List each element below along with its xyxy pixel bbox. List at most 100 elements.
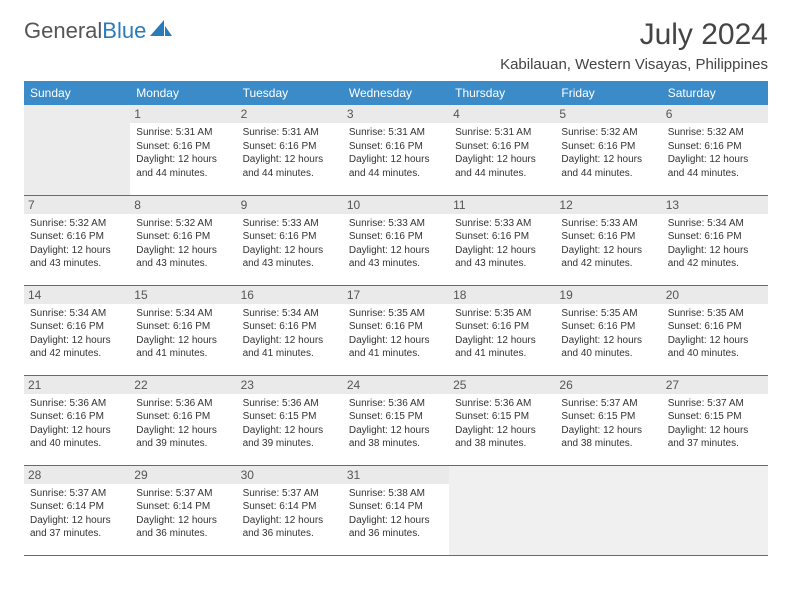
day-detail: Sunrise: 5:34 AMSunset: 6:16 PMDaylight:… [136, 307, 230, 361]
page-header: GeneralBlue July 2024 Kabilauan, Western… [24, 18, 768, 73]
day-detail: Sunrise: 5:31 AMSunset: 6:16 PMDaylight:… [136, 126, 230, 180]
day-detail: Sunrise: 5:31 AMSunset: 6:16 PMDaylight:… [243, 126, 337, 180]
calendar-day-cell: 17 Sunrise: 5:35 AMSunset: 6:16 PMDayligh… [343, 285, 449, 375]
day-detail: Sunrise: 5:35 AMSunset: 6:16 PMDaylight:… [668, 307, 762, 361]
day-number: 8 [130, 196, 236, 214]
calendar-week-row: 1Sunrise: 5:31 AMSunset: 6:16 PMDaylight… [24, 105, 768, 195]
calendar-day-cell: 26 Sunrise: 5:37 AMSunset: 6:15 PMDayligh… [555, 375, 661, 465]
day-number: 14 [24, 286, 130, 304]
title-block: July 2024 Kabilauan, Western Visayas, Ph… [500, 18, 768, 73]
day-number: 29 [130, 466, 236, 484]
calendar-table: Sunday Monday Tuesday Wednesday Thursday… [24, 81, 768, 556]
weekday-header: Monday [130, 81, 236, 105]
calendar-day-cell: 20 Sunrise: 5:35 AMSunset: 6:16 PMDayligh… [662, 285, 768, 375]
day-number: 2 [237, 105, 343, 123]
day-detail: Sunrise: 5:37 AMSunset: 6:14 PMDaylight:… [243, 487, 337, 541]
day-detail: Sunrise: 5:33 AMSunset: 6:16 PMDaylight:… [561, 217, 655, 271]
day-number: 16 [237, 286, 343, 304]
day-detail: Sunrise: 5:36 AMSunset: 6:15 PMDaylight:… [243, 397, 337, 451]
day-detail: Sunrise: 5:36 AMSunset: 6:15 PMDaylight:… [455, 397, 549, 451]
calendar-day-cell: 2 Sunrise: 5:31 AMSunset: 6:16 PMDaylight… [237, 105, 343, 195]
day-detail: Sunrise: 5:32 AMSunset: 6:16 PMDaylight:… [30, 217, 124, 271]
weekday-header: Friday [555, 81, 661, 105]
day-detail: Sunrise: 5:38 AMSunset: 6:14 PMDaylight:… [349, 487, 443, 541]
day-detail: Sunrise: 5:37 AMSunset: 6:15 PMDaylight:… [668, 397, 762, 451]
weekday-header-row: Sunday Monday Tuesday Wednesday Thursday… [24, 81, 768, 105]
day-detail: Sunrise: 5:36 AMSunset: 6:16 PMDaylight:… [136, 397, 230, 451]
day-detail: Sunrise: 5:31 AMSunset: 6:16 PMDaylight:… [455, 126, 549, 180]
calendar-body: 1Sunrise: 5:31 AMSunset: 6:16 PMDaylight… [24, 105, 768, 555]
brand-sail-icon [150, 20, 172, 43]
calendar-day-cell: 24Sunrise: 5:36 AMSunset: 6:15 PMDayligh… [343, 375, 449, 465]
brand-name: GeneralBlue [24, 18, 146, 44]
day-number: 13 [662, 196, 768, 214]
day-number: 6 [662, 105, 768, 123]
day-detail: Sunrise: 5:37 AMSunset: 6:15 PMDaylight:… [561, 397, 655, 451]
day-detail: Sunrise: 5:32 AMSunset: 6:16 PMDaylight:… [136, 217, 230, 271]
day-number: 25 [449, 376, 555, 394]
day-detail: Sunrise: 5:31 AMSunset: 6:16 PMDaylight:… [349, 126, 443, 180]
calendar-day-cell: 25 Sunrise: 5:36 AMSunset: 6:15 PMDayligh… [449, 375, 555, 465]
day-detail: Sunrise: 5:33 AMSunset: 6:16 PMDaylight:… [243, 217, 337, 271]
calendar-day-cell: 13 Sunrise: 5:34 AMSunset: 6:16 PMDayligh… [662, 195, 768, 285]
calendar-day-cell: 6Sunrise: 5:32 AMSunset: 6:16 PMDaylight… [662, 105, 768, 195]
calendar-day-cell: 4 Sunrise: 5:31 AMSunset: 6:16 PMDaylight… [449, 105, 555, 195]
day-detail: Sunrise: 5:34 AMSunset: 6:16 PMDaylight:… [243, 307, 337, 361]
calendar-day-cell: 29 Sunrise: 5:37 AMSunset: 6:14 PMDayligh… [130, 465, 236, 555]
weekday-header: Wednesday [343, 81, 449, 105]
day-number: 21 [24, 376, 130, 394]
day-number: 22 [130, 376, 236, 394]
calendar-day-cell: 3Sunrise: 5:31 AMSunset: 6:16 PMDaylight… [343, 105, 449, 195]
day-detail: Sunrise: 5:36 AMSunset: 6:16 PMDaylight:… [30, 397, 124, 451]
calendar-day-cell: 10 Sunrise: 5:33 AMSunset: 6:16 PMDayligh… [343, 195, 449, 285]
day-number: 17 [343, 286, 449, 304]
location-subtitle: Kabilauan, Western Visayas, Philippines [500, 56, 768, 73]
calendar-week-row: 7 Sunrise: 5:32 AMSunset: 6:16 PMDaylight… [24, 195, 768, 285]
day-detail: Sunrise: 5:35 AMSunset: 6:16 PMDaylight:… [455, 307, 549, 361]
day-number: 12 [555, 196, 661, 214]
calendar-day-cell [449, 465, 555, 555]
month-title: July 2024 [500, 18, 768, 52]
day-number: 9 [237, 196, 343, 214]
day-number: 7 [24, 196, 130, 214]
day-detail: Sunrise: 5:36 AMSunset: 6:15 PMDaylight:… [349, 397, 443, 451]
calendar-day-cell: 16 Sunrise: 5:34 AMSunset: 6:16 PMDayligh… [237, 285, 343, 375]
day-detail: Sunrise: 5:32 AMSunset: 6:16 PMDaylight:… [561, 126, 655, 180]
day-detail: Sunrise: 5:34 AMSunset: 6:16 PMDaylight:… [668, 217, 762, 271]
day-number: 28 [24, 466, 130, 484]
day-number: 4 [449, 105, 555, 123]
calendar-day-cell: 1Sunrise: 5:31 AMSunset: 6:16 PMDaylight… [130, 105, 236, 195]
day-number: 10 [343, 196, 449, 214]
day-detail: Sunrise: 5:37 AMSunset: 6:14 PMDaylight:… [136, 487, 230, 541]
calendar-day-cell: 27Sunrise: 5:37 AMSunset: 6:15 PMDayligh… [662, 375, 768, 465]
calendar-day-cell: 28 Sunrise: 5:37 AMSunset: 6:14 PMDayligh… [24, 465, 130, 555]
day-detail: Sunrise: 5:37 AMSunset: 6:14 PMDaylight:… [30, 487, 124, 541]
day-number: 20 [662, 286, 768, 304]
day-number: 30 [237, 466, 343, 484]
calendar-day-cell: 21 Sunrise: 5:36 AMSunset: 6:16 PMDayligh… [24, 375, 130, 465]
day-detail: Sunrise: 5:33 AMSunset: 6:16 PMDaylight:… [349, 217, 443, 271]
calendar-day-cell: 31 Sunrise: 5:38 AMSunset: 6:14 PMDayligh… [343, 465, 449, 555]
calendar-day-cell [24, 105, 130, 195]
day-number: 19 [555, 286, 661, 304]
day-detail: Sunrise: 5:35 AMSunset: 6:16 PMDaylight:… [349, 307, 443, 361]
calendar-week-row: 14 Sunrise: 5:34 AMSunset: 6:16 PMDayligh… [24, 285, 768, 375]
calendar-day-cell [555, 465, 661, 555]
calendar-day-cell: 22 Sunrise: 5:36 AMSunset: 6:16 PMDayligh… [130, 375, 236, 465]
weekday-header: Sunday [24, 81, 130, 105]
calendar-week-row: 28 Sunrise: 5:37 AMSunset: 6:14 PMDayligh… [24, 465, 768, 555]
brand-name-part2: Blue [102, 18, 146, 43]
brand-logo: GeneralBlue [24, 18, 172, 44]
calendar-day-cell: 30 Sunrise: 5:37 AMSunset: 6:14 PMDayligh… [237, 465, 343, 555]
day-number: 11 [449, 196, 555, 214]
day-number: 26 [555, 376, 661, 394]
calendar-day-cell: 7 Sunrise: 5:32 AMSunset: 6:16 PMDaylight… [24, 195, 130, 285]
day-number: 18 [449, 286, 555, 304]
day-detail: Sunrise: 5:33 AMSunset: 6:16 PMDaylight:… [455, 217, 549, 271]
calendar-day-cell [662, 465, 768, 555]
calendar-day-cell: 9 Sunrise: 5:33 AMSunset: 6:16 PMDaylight… [237, 195, 343, 285]
calendar-day-cell: 14Sunrise: 5:34 AMSunset: 6:16 PMDayligh… [24, 285, 130, 375]
calendar-day-cell: 8 Sunrise: 5:32 AMSunset: 6:16 PMDaylight… [130, 195, 236, 285]
day-number: 31 [343, 466, 449, 484]
weekday-header: Tuesday [237, 81, 343, 105]
